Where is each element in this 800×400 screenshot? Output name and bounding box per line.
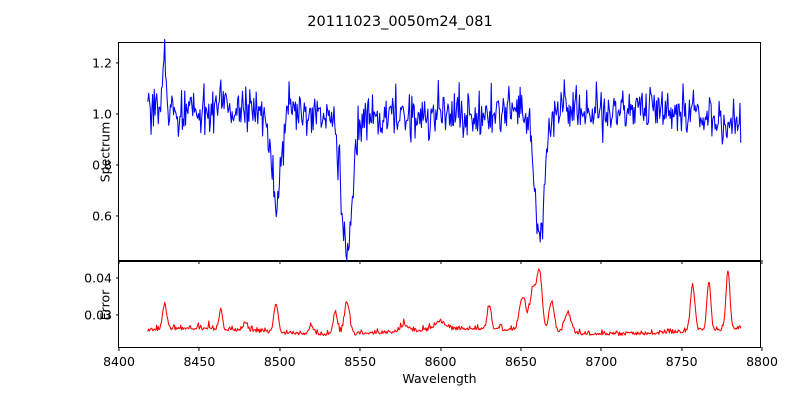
spectrum-line-plot xyxy=(119,43,760,260)
y-tick-mark xyxy=(115,215,119,217)
error-line-plot xyxy=(119,262,760,347)
x-tick-mark xyxy=(439,347,442,351)
x-tick-label: 8700 xyxy=(585,354,618,369)
y-tick-mark xyxy=(115,314,119,316)
y-tick-label: 0.6 xyxy=(92,208,112,224)
y-tick-mark xyxy=(115,113,119,115)
x-axis-label: Wavelength xyxy=(402,371,477,386)
x-tick-label: 8450 xyxy=(183,354,216,369)
x-tick-mark xyxy=(118,347,120,351)
x-tick-mark xyxy=(600,347,602,351)
y-tick-label: 1.0 xyxy=(92,106,112,122)
x-tick-label: 8650 xyxy=(504,354,537,369)
spectrum-data-line xyxy=(148,39,741,260)
x-tick-label: 8750 xyxy=(665,354,698,369)
y-tick-label: 1.2 xyxy=(92,55,112,71)
x-tick-mark xyxy=(359,347,361,351)
x-tick-mark xyxy=(279,347,281,351)
x-tick-label: 8550 xyxy=(344,354,377,369)
x-tick-mark xyxy=(761,260,763,264)
x-tick-label: 8500 xyxy=(263,354,296,369)
y-tick-mark xyxy=(115,164,119,166)
y-tick-mark xyxy=(115,277,119,279)
y-tick-label: 0.04 xyxy=(84,270,112,286)
y-tick-mark xyxy=(115,62,119,64)
x-tick-label: 8800 xyxy=(746,354,778,369)
figure-title: 20111023_0050m24_081 xyxy=(307,14,493,30)
x-tick-label: 8600 xyxy=(424,354,457,369)
error-panel: Error 0.03 0.04 8400 8450 8500 8550 8600 8650 8… xyxy=(84,261,778,369)
x-tick-mark xyxy=(761,347,763,351)
x-tick-mark xyxy=(520,347,522,351)
x-tick-mark xyxy=(681,347,683,351)
error-data-line xyxy=(148,269,741,336)
x-tick-label: 8400 xyxy=(103,354,135,369)
x-tick-mark xyxy=(198,347,200,351)
y-tick-label: 0.8 xyxy=(92,157,112,173)
spectrum-panel: Spectrum 0.6 0.8 1.0 1.2 xyxy=(92,42,763,264)
y-tick-label: 0.03 xyxy=(84,307,112,323)
